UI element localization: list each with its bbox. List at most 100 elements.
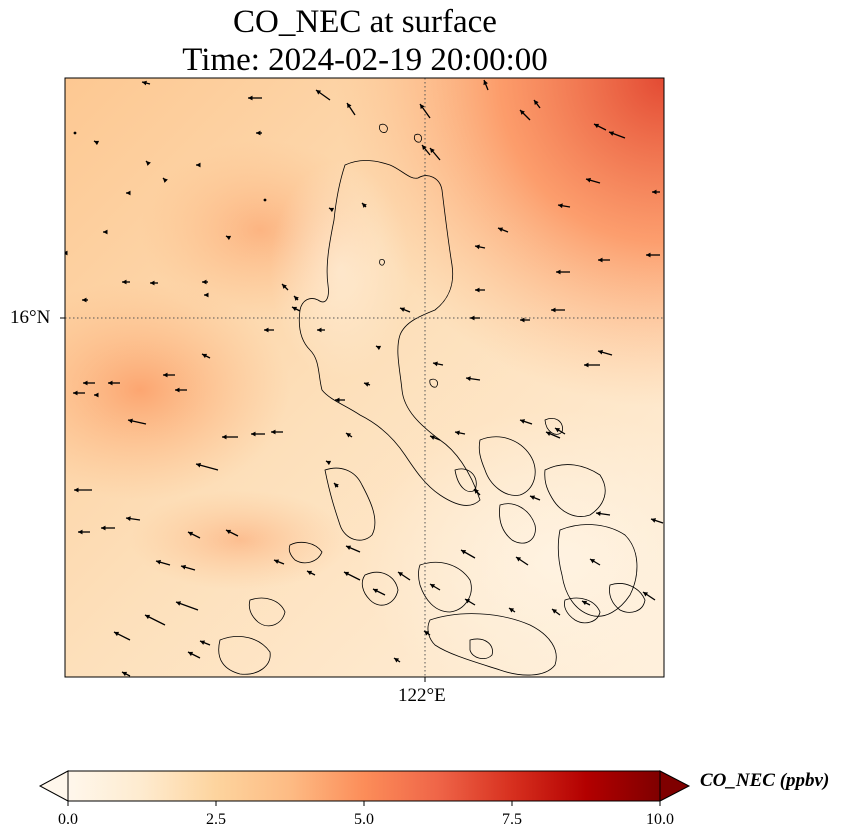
wind-vector — [533, 99, 541, 109]
colorbar-label: CO_NEC (ppbv) — [700, 770, 830, 791]
wind-vector — [581, 600, 591, 606]
wind-vector — [593, 123, 607, 131]
wind-vector — [291, 306, 301, 312]
wind-vector — [222, 434, 238, 440]
wind-vector — [545, 431, 561, 439]
wind-vectors — [65, 79, 664, 677]
wind-vector — [372, 588, 386, 596]
wind-vector — [325, 460, 332, 466]
wind-vector — [345, 545, 361, 553]
wind-vector — [155, 559, 171, 566]
wind-vector — [363, 382, 371, 387]
wind-vector — [515, 556, 529, 566]
wind-vector — [554, 427, 566, 435]
wind-vector — [65, 250, 68, 256]
wind-vector — [608, 131, 626, 139]
wind-vector — [306, 570, 316, 576]
wind-vector — [74, 487, 92, 493]
colorbar-tick-label: 5.0 — [354, 811, 374, 828]
map-subtitle-time: Time: 2024-02-19 20:00:00 — [182, 42, 548, 78]
wind-vector — [335, 397, 345, 403]
wind-vector — [225, 529, 239, 537]
wind-vector — [346, 102, 356, 116]
wind-vector — [199, 640, 211, 646]
wind-vector — [196, 162, 201, 168]
wind-vector — [585, 177, 601, 184]
wind-vector — [483, 79, 489, 91]
wind-vector — [423, 630, 431, 636]
wind-vector — [150, 280, 158, 286]
wind-vector — [65, 603, 66, 604]
colorbar-tick-label: 7.5 — [502, 811, 522, 828]
wind-vector — [108, 380, 120, 386]
wind-vector — [180, 564, 196, 571]
wind-vector — [315, 89, 331, 101]
wind-vector — [598, 257, 610, 263]
wind-vector — [454, 430, 466, 436]
wind-vector — [113, 631, 131, 641]
wind-vector — [421, 144, 431, 156]
lat-tick-label: 16°N — [10, 307, 51, 328]
wind-vector — [474, 244, 486, 250]
wind-vector — [584, 362, 600, 368]
wind-vector — [103, 229, 108, 235]
colorbar-tick-label: 2.5 — [206, 811, 226, 828]
wind-vector — [519, 419, 533, 425]
wind-vector — [145, 160, 151, 166]
wind-vector — [225, 235, 232, 241]
wind-vector — [293, 295, 299, 301]
wind-vector — [475, 287, 485, 293]
wind-vector — [470, 315, 480, 321]
wind-vector — [393, 657, 401, 663]
wind-vector — [595, 511, 611, 517]
wind-vector — [589, 558, 601, 566]
wind-vector — [497, 227, 509, 233]
wind-vector — [187, 651, 201, 659]
wind-vector — [419, 103, 431, 119]
wind-vector — [429, 435, 441, 441]
wind-vector — [122, 279, 130, 285]
wind-vector — [460, 549, 476, 559]
wind-vector — [473, 488, 481, 496]
wind-vector — [201, 353, 211, 359]
wind-vector — [529, 495, 541, 501]
wind-vector — [121, 671, 131, 677]
wind-vector — [83, 380, 95, 386]
wind-vector — [175, 387, 187, 393]
wind-vector — [73, 390, 85, 396]
map-title: CO_NEC at surface — [233, 4, 497, 40]
wind-vector — [82, 297, 88, 303]
wind-vector — [343, 571, 361, 581]
wind-vector — [551, 307, 565, 313]
colorbar-extend-low — [38, 770, 69, 802]
wind-vector — [519, 109, 531, 121]
wind-vector — [273, 559, 285, 565]
wind-vector — [204, 292, 209, 298]
wind-vector — [94, 392, 99, 398]
wind-vector — [162, 177, 168, 183]
wind-vector — [429, 147, 441, 161]
wind-vector — [163, 372, 175, 378]
wind-vector — [281, 283, 289, 291]
wind-vector — [251, 431, 265, 437]
wind-vector — [126, 190, 131, 196]
wind-vector — [650, 518, 664, 524]
wind-vector — [202, 279, 208, 285]
wind-vector — [187, 531, 201, 539]
wind-vector — [429, 583, 441, 591]
wind-vector — [465, 376, 481, 382]
colorbar-tick-label: 10.0 — [646, 811, 674, 828]
wind-vector — [432, 361, 444, 367]
wind-vector — [397, 571, 411, 581]
wind-vector — [551, 608, 561, 616]
wind-vector — [271, 429, 283, 435]
wind-vector — [328, 207, 335, 213]
wind-vector — [78, 529, 90, 535]
wind-vector — [652, 189, 660, 195]
wind-vector — [361, 202, 367, 208]
wind-vector — [144, 614, 166, 626]
wind-vector — [520, 317, 530, 323]
wind-vector — [642, 591, 656, 601]
wind-vector — [195, 462, 219, 471]
